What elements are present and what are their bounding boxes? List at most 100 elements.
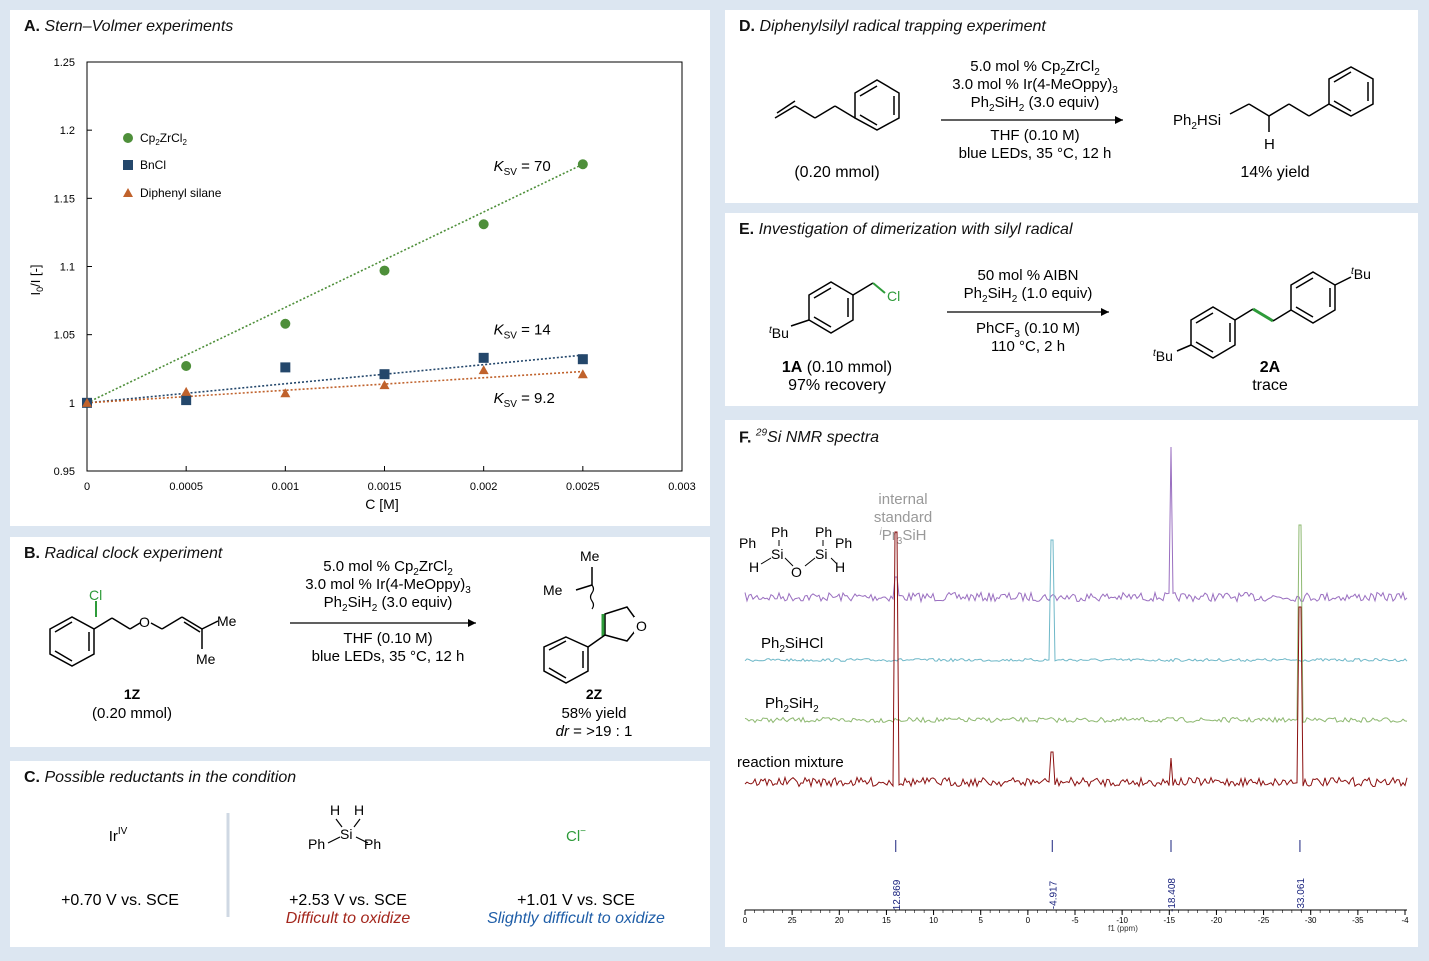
- ksv-label-2: KSV = 9.2: [494, 390, 555, 410]
- x-tick-label: 0.002: [470, 481, 498, 493]
- ph2sih2-potential: +2.53 V vs. SCE: [289, 892, 407, 909]
- ir-iv-species: IrIV: [109, 826, 128, 845]
- me-group-1: Me: [217, 613, 237, 629]
- nmr-tick-label: -20: [1211, 916, 1223, 925]
- compound-1z-amount: (0.20 mmol): [92, 705, 172, 722]
- tbu-2a-top: tBu: [1351, 266, 1371, 282]
- svg-text:H: H: [354, 802, 364, 818]
- nmr-tick-label: 20: [835, 916, 844, 925]
- e-sm-line: 1A (0.10 mmol): [782, 359, 892, 376]
- panel-f-nmr: F. 29Si NMR spectra internal standard iP…: [725, 420, 1418, 947]
- svg-text:Si: Si: [771, 546, 783, 562]
- compound-1a-structure: [790, 281, 886, 334]
- x-axis-label: C [M]: [365, 496, 398, 512]
- peak-label: -18.408: [1167, 878, 1178, 912]
- svg-text:Ph: Ph: [308, 836, 325, 852]
- x-tick-label: 0.0005: [169, 481, 203, 493]
- svg-text:Si: Si: [815, 546, 827, 562]
- compound-1z-structure: [49, 601, 219, 667]
- trace-label-ph2sihcl: Ph2SiHCl: [761, 635, 823, 655]
- point-bncl: [181, 395, 192, 406]
- svg-text:Ph: Ph: [835, 535, 852, 551]
- panel-f-title: F. 29Si NMR spectra: [739, 428, 880, 447]
- x-tick-label: 0.003: [668, 481, 696, 493]
- stern-volmer-chart: 0 0.0005 0.001 0.0015 0.002 0.0025 0.003 0.95 1 1…: [28, 57, 696, 512]
- nmr-tick-label: -35: [1352, 916, 1364, 925]
- point-diphenylsilane: [280, 388, 291, 398]
- nmr-tick-label: 15: [882, 916, 891, 925]
- cond-d-1: 5.0 mol % Cp2ZrCl2: [970, 58, 1100, 78]
- compound-2z-dr: dr = >19 : 1: [556, 723, 633, 740]
- cond-b-3: Ph2SiH2 (3.0 equiv): [324, 594, 453, 614]
- tbu-2a-bottom: tBu: [1153, 348, 1173, 364]
- compound-2a-label: 2A: [1260, 359, 1281, 376]
- chloride-species: Cl−: [566, 826, 586, 845]
- nmr-tick-label: -5: [1071, 916, 1079, 925]
- svg-text:H: H: [835, 559, 845, 575]
- nmr-tick-label: 10: [929, 916, 938, 925]
- nmr-trace-2: [744, 524, 1408, 724]
- y-axis-label: I0/I [-]: [28, 264, 45, 295]
- nmr-spectra: internal standard iPr3SiH Ph Ph Ph Si Si …: [737, 446, 1409, 933]
- point-diphenylsilane: [478, 365, 489, 375]
- dimerization-scheme: Cl tBu 1A (0.10 mmol) 97% recovery 50 mo…: [769, 266, 1371, 394]
- panel-b-title: B. Radical clock experiment: [24, 545, 223, 562]
- legend-label: BnCl: [140, 158, 166, 172]
- y-tick-label: 1: [69, 398, 75, 410]
- tbu-1a: tBu: [769, 325, 789, 341]
- peak-label: 12.869: [892, 879, 903, 910]
- y-tick-label: 1.2: [60, 125, 75, 137]
- point-diphenylsilane: [577, 369, 588, 379]
- h-atom: H: [1264, 136, 1275, 153]
- nmr-tick-label: 0: [1026, 916, 1031, 925]
- legend-label: Cp2ZrCl2: [140, 131, 187, 147]
- x-tick-label: 0.001: [272, 481, 300, 493]
- d-sm-amount: (0.20 mmol): [794, 164, 879, 181]
- legend-label: Diphenyl silane: [140, 186, 222, 200]
- compound-2a-structure: [1176, 271, 1352, 359]
- point-bncl: [478, 352, 489, 363]
- nmr-tick-label: 0: [743, 916, 748, 925]
- cl-atom-1a: Cl: [887, 288, 900, 304]
- x-tick-label: 0: [84, 481, 90, 493]
- me-group-2z-1: Me: [580, 548, 600, 564]
- y-tick-label: 1.1: [60, 262, 75, 274]
- cond-d-5: blue LEDs, 35 °C, 12 h: [959, 145, 1112, 162]
- svg-text:Ph: Ph: [364, 836, 381, 852]
- fit-line-0: [86, 163, 584, 404]
- cond-e-1: 50 mol % AIBN: [978, 267, 1079, 284]
- butenylbenzene-structure: [774, 79, 900, 131]
- cl-atom: Cl: [89, 587, 102, 603]
- nmr-axis-unit: f1 (ppm): [1108, 924, 1138, 933]
- panel-a-stern-volmer: A. Stern–Volmer experiments 0 0.0005 0.001…: [10, 10, 710, 526]
- point-diphenylsilane: [379, 380, 390, 390]
- compound-2a-note: trace: [1252, 377, 1288, 394]
- nmr-tick-label: -10: [1116, 916, 1128, 925]
- nmr-tick-label: -25: [1258, 916, 1270, 925]
- d-product-yield: 14% yield: [1240, 164, 1309, 181]
- panel-b-radical-clock: B. Radical clock experiment Cl O Me Me 1…: [10, 537, 710, 747]
- nmr-tick-label: -4: [1401, 916, 1409, 925]
- point-diphenylsilane: [181, 386, 192, 396]
- svg-text:H: H: [749, 559, 759, 575]
- compound-2z-label: 2Z: [586, 686, 603, 702]
- svg-text:H: H: [330, 802, 340, 818]
- legend-marker-circle: [123, 133, 133, 143]
- y-tick-label: 1.15: [54, 193, 75, 205]
- point-bncl: [379, 369, 390, 380]
- cond-e-2: Ph2SiH2 (1.0 equiv): [964, 285, 1093, 305]
- standard-label-3: iPr3SiH: [880, 527, 927, 547]
- cond-d-2: 3.0 mol % Ir(4-MeOppy)3: [952, 76, 1118, 96]
- cond-b-5: blue LEDs, 35 °C, 12 h: [312, 648, 465, 665]
- point-diphenylsilane: [82, 397, 92, 407]
- nmr-trace-0: [744, 446, 1408, 604]
- panel-c-reductants: C. Possible reductants in the condition …: [10, 761, 710, 947]
- nmr-tick-label: -30: [1305, 916, 1317, 925]
- cond-e-4: 110 °C, 2 h: [991, 338, 1065, 355]
- ph2hsi-group: Ph2HSi: [1173, 112, 1221, 132]
- panel-e-dimerization: E. Investigation of dimerization with si…: [725, 213, 1418, 406]
- x-tick-label: 0.0015: [368, 481, 402, 493]
- me-group-2z-2: Me: [543, 582, 563, 598]
